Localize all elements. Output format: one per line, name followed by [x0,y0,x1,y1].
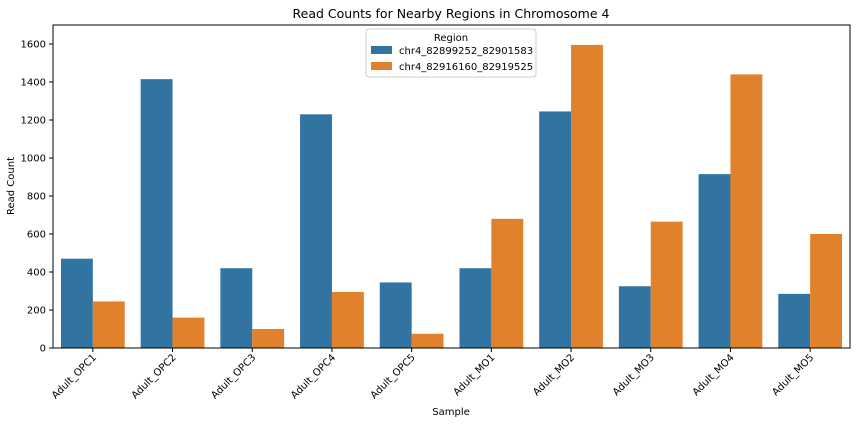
x-tick-label: Adult_OPC1 [50,352,99,401]
bar-Adult_MO4-series-2 [730,74,763,349]
bar-Adult_MO5-series-2 [810,234,843,348]
legend-swatch [371,62,392,70]
y-tick-label: 1000 [21,154,46,165]
bar-Adult_MO2-series-2 [571,44,603,348]
y-axis-label: Read Count [6,157,17,215]
legend: Region chr4_82899252_82901583 chr4_8291616… [365,28,537,78]
bar-Adult_OPC1-series-2 [92,301,125,348]
bar-Adult_MO1-series-1 [459,268,492,348]
y-tick-label: 800 [27,192,46,203]
y-tick-label: 1600 [21,40,46,51]
bar-Adult_MO5-series-1 [778,293,811,348]
x-tick-label: Adult_OPC2 [130,352,179,401]
chart-title: Read Counts for Nearby Regions in Chromo… [293,6,610,21]
y-tick-label: 200 [27,306,46,317]
x-axis: Adult_OPC1 Adult_OPC2 Adult_OPC3 Adult_OPC4… [50,348,816,401]
x-tick-label: Adult_OPC5 [369,352,418,401]
y-tick-label: 0 [40,344,46,355]
y-axis: 0 200 400 600 800 1000 1200 1400 1600 [21,40,53,355]
legend-swatch [371,46,392,54]
x-tick-label: Adult_OPC4 [289,352,338,401]
bar-Adult_MO1-series-2 [491,218,524,348]
x-tick-label: Adult_MO5 [770,352,816,398]
bar-Adult_OPC5-series-1 [379,282,412,348]
bar-Adult_OPC4-series-2 [331,291,364,348]
bar-Adult_MO2-series-1 [539,111,572,348]
legend-box [365,28,537,78]
bar-Adult_OPC1-series-1 [60,258,93,348]
bar-Adult_OPC2-series-1 [140,79,173,349]
x-tick-label: Adult_OPC3 [209,352,258,401]
x-axis-label: Sample [432,407,470,418]
bar-Adult_OPC5-series-2 [411,333,444,348]
plot-frame [52,24,851,349]
y-tick-label: 1200 [21,116,46,127]
bar-Adult_OPC2-series-2 [172,317,205,348]
bar-Adult_OPC3-series-2 [252,329,285,348]
legend-title: Region [434,33,468,44]
x-tick-label: Adult_MO2 [531,352,577,398]
legend-label: chr4_82916160_82919525 [399,62,533,73]
bar-Adult_MO4-series-1 [698,174,731,348]
bar-Adult_OPC3-series-1 [220,268,253,348]
x-tick-label: Adult_MO1 [452,352,498,398]
bar-Adult_OPC4-series-1 [300,114,332,348]
bar-Adult_MO3-series-1 [618,286,651,348]
y-tick-label: 1400 [21,78,46,89]
legend-label: chr4_82899252_82901583 [399,46,533,57]
y-tick-label: 400 [27,268,46,279]
x-tick-label: Adult_MO4 [691,352,737,398]
bars-group [60,44,843,349]
x-tick-label: Adult_MO3 [611,352,657,398]
y-tick-label: 600 [27,230,46,241]
bar-Adult_MO3-series-2 [650,221,683,348]
